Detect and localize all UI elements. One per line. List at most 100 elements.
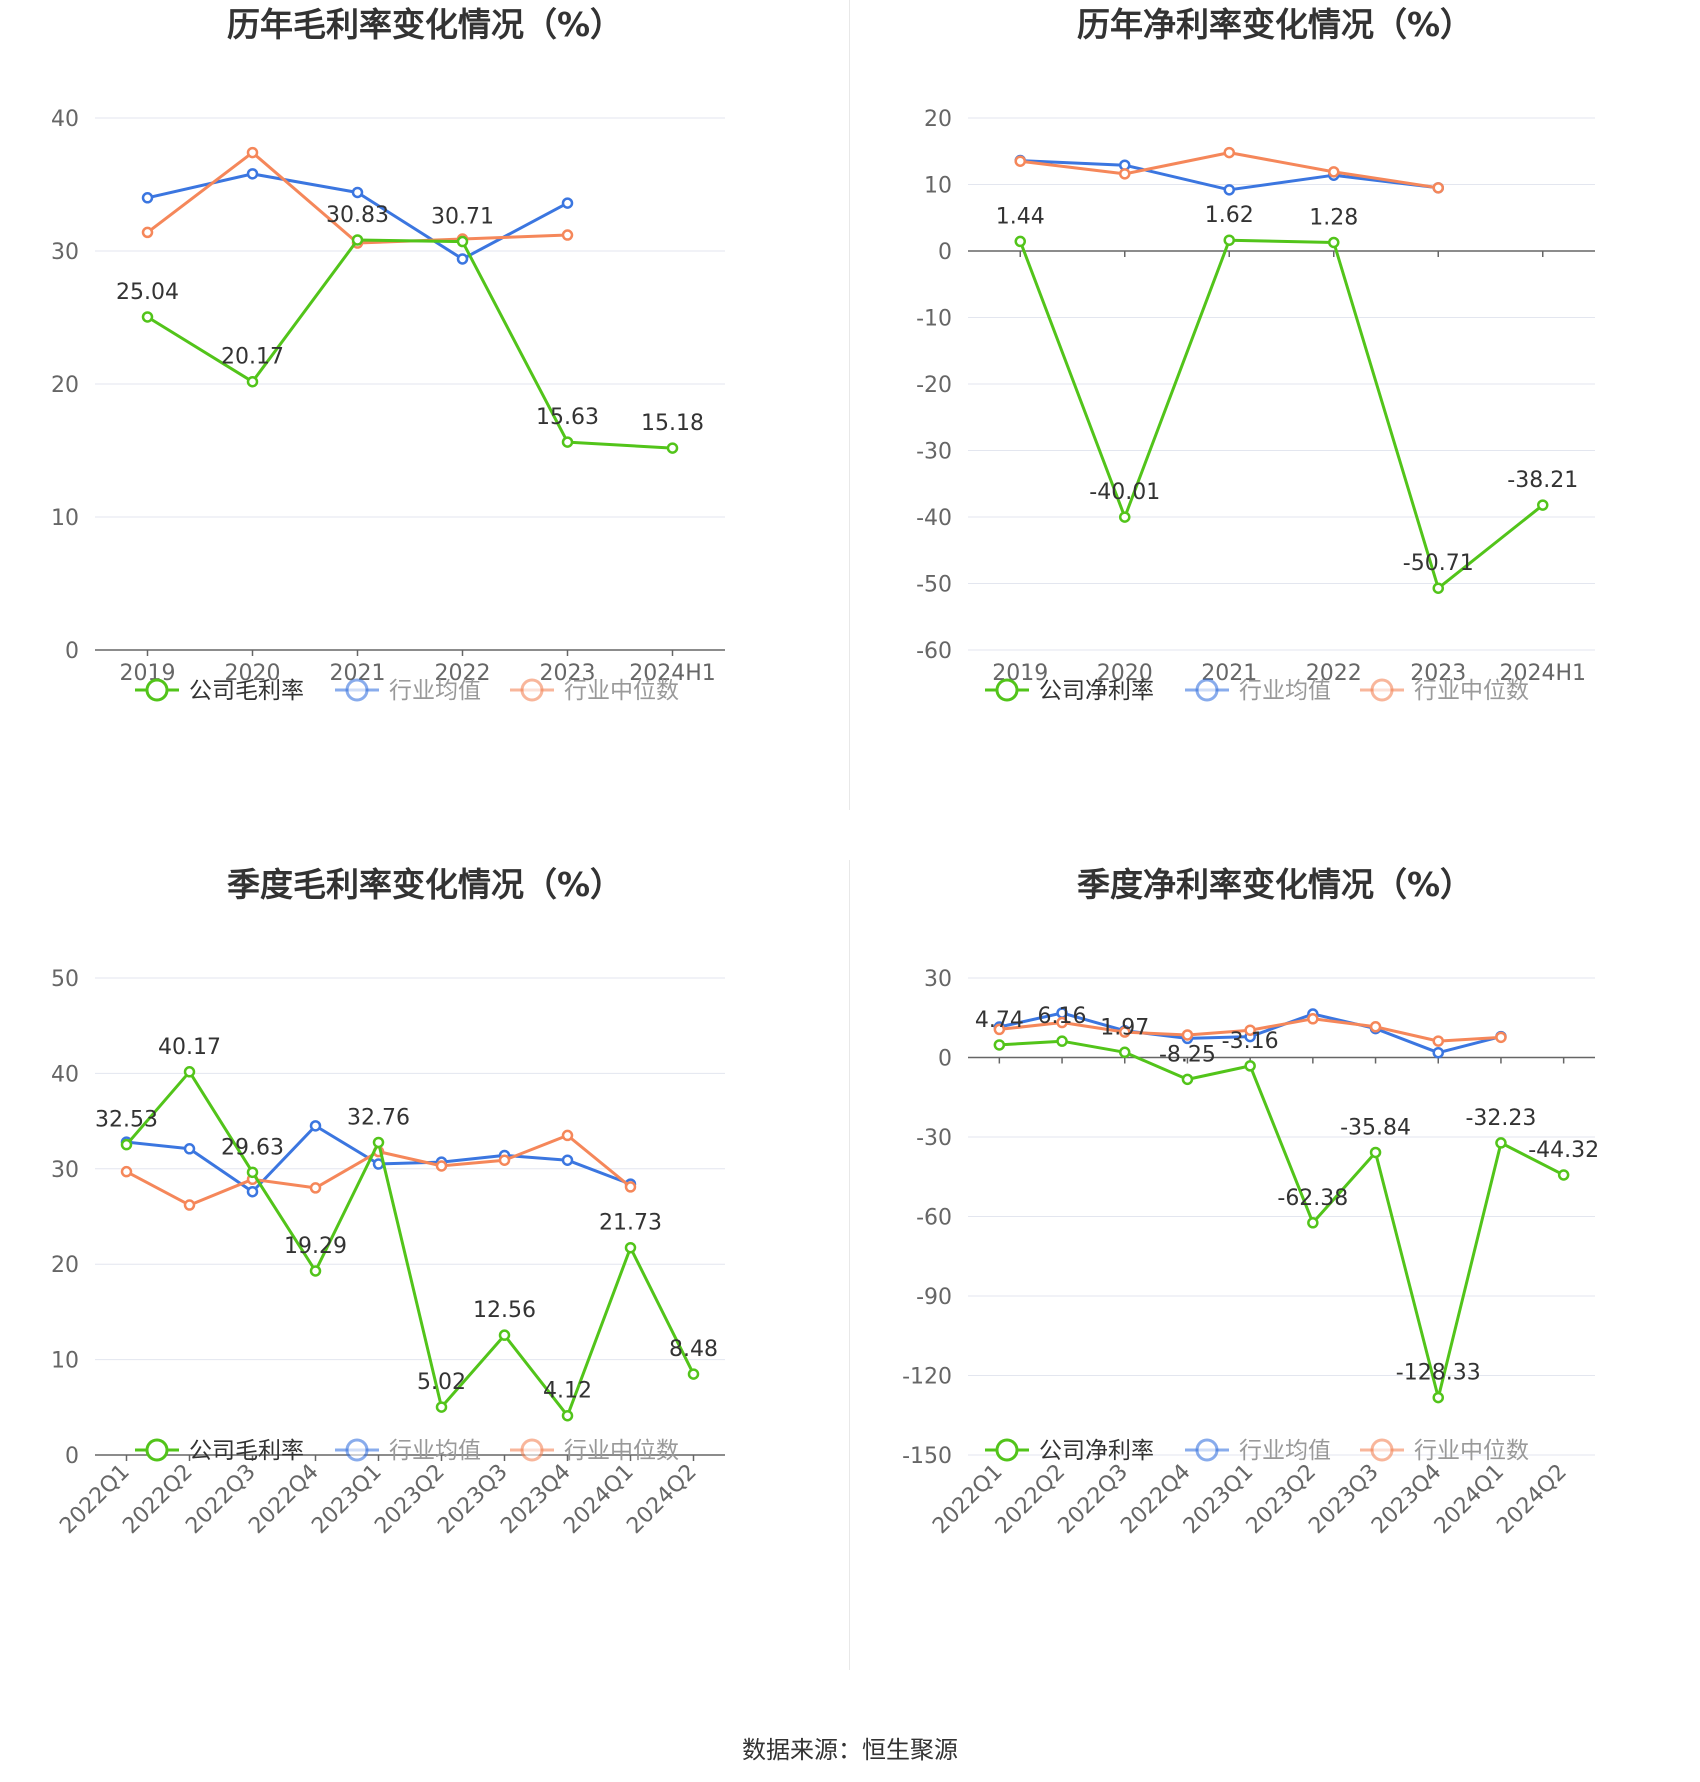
legend-marker	[1370, 1438, 1394, 1462]
data-point-company	[1432, 582, 1444, 594]
legend-label: 行业中位数	[564, 678, 679, 704]
legend-label: 公司毛利率	[189, 678, 304, 704]
data-point-median	[183, 1199, 196, 1211]
data-point-company	[1328, 236, 1340, 249]
legend-label: 行业中位数	[1414, 1438, 1529, 1464]
x-tick-label: 2023	[540, 661, 596, 686]
data-point-median	[1307, 1013, 1319, 1025]
data-label: 21.73	[599, 1211, 662, 1236]
y-tick-label: 20	[51, 373, 79, 398]
legend-marker	[520, 1438, 544, 1462]
data-label: -3.16	[1222, 1029, 1279, 1054]
data-label: 19.29	[284, 1234, 347, 1259]
y-tick-label: 20	[924, 107, 952, 132]
data-point-median	[120, 1165, 133, 1178]
data-label: -44.32	[1528, 1138, 1599, 1163]
data-point-median	[561, 229, 574, 241]
chart-title: 季度净利率变化情况（%）	[1077, 865, 1473, 904]
legend-marker	[145, 1438, 169, 1462]
data-point-median	[1495, 1031, 1507, 1044]
quarterly-net-margin-chart: 季度净利率变化情况（%）-150-120-90-60-300302022Q120…	[902, 865, 1599, 1539]
y-tick-label: 20	[51, 1253, 79, 1278]
y-tick-label: -150	[902, 1444, 952, 1469]
data-point-median	[1014, 155, 1026, 167]
x-tick-label: 2023	[1410, 661, 1466, 686]
x-tick-label: 2020	[225, 661, 281, 686]
data-label: 15.63	[536, 405, 599, 430]
data-label: 4.12	[543, 1379, 592, 1404]
y-tick-label: 10	[924, 174, 952, 199]
data-point-median	[1369, 1021, 1382, 1033]
data-point-median	[1432, 182, 1444, 194]
y-tick-label: -30	[916, 1126, 952, 1151]
data-point-company	[1537, 499, 1549, 511]
data-point-median	[498, 1154, 511, 1166]
y-tick-label: 50	[51, 967, 79, 992]
data-point-median	[993, 1023, 1006, 1036]
data-point-company	[1014, 235, 1026, 248]
x-tick-label: 2022	[435, 661, 491, 686]
data-label: 4.74	[975, 1008, 1024, 1033]
y-tick-label: 10	[51, 506, 79, 531]
y-tick-label: 40	[51, 1062, 79, 1087]
data-point-median	[1432, 1035, 1444, 1047]
data-point-company	[1557, 1169, 1570, 1181]
data-point-avg	[141, 192, 154, 204]
data-point-avg	[309, 1120, 322, 1132]
legend-label: 行业均值	[389, 678, 481, 704]
panel-divider-bottom	[849, 860, 850, 1670]
data-point-avg	[351, 186, 364, 199]
data-point-avg	[1223, 184, 1235, 196]
data-point-median	[1056, 1016, 1068, 1029]
data-label: -8.25	[1159, 1042, 1216, 1067]
data-point-company	[1244, 1060, 1256, 1072]
legend-label: 行业中位数	[1414, 678, 1529, 704]
data-point-company	[246, 1166, 259, 1179]
y-tick-label: -120	[902, 1365, 952, 1390]
data-point-median	[435, 1160, 448, 1172]
chart-title: 历年净利率变化情况（%）	[1077, 5, 1473, 44]
data-point-company	[183, 1066, 196, 1078]
y-tick-label: -60	[916, 639, 952, 664]
data-point-median	[1244, 1024, 1256, 1036]
data-point-company	[456, 235, 469, 248]
data-point-avg	[561, 197, 574, 209]
y-tick-label: 30	[51, 240, 79, 265]
data-point-company	[1495, 1137, 1507, 1149]
y-tick-label: -50	[916, 573, 952, 598]
quarterly-gross-margin-chart: 季度毛利率变化情况（%）010203040502022Q12022Q22022Q…	[51, 865, 725, 1539]
data-label: 30.83	[326, 203, 389, 228]
y-tick-label: 0	[938, 1047, 952, 1072]
y-tick-label: -90	[916, 1285, 952, 1310]
legend-label: 公司净利率	[1039, 678, 1154, 704]
data-point-median	[1119, 168, 1131, 180]
data-point-median	[1119, 1026, 1131, 1038]
data-point-company	[1432, 1391, 1444, 1404]
y-tick-label: -60	[916, 1206, 952, 1231]
legend-marker	[145, 678, 169, 702]
data-label: 40.17	[158, 1035, 221, 1060]
data-point-median	[1328, 166, 1340, 178]
legend-marker	[995, 1438, 1019, 1462]
data-label: -32.23	[1465, 1106, 1536, 1131]
data-point-company	[1307, 1217, 1319, 1229]
series-line-company	[146, 238, 673, 450]
x-tick-label: 2024H1	[629, 661, 716, 686]
data-label: 32.76	[347, 1105, 410, 1130]
legend-marker	[1195, 1438, 1219, 1462]
data-label: 29.63	[221, 1135, 284, 1160]
data-point-median	[1223, 146, 1235, 159]
data-point-avg	[246, 1185, 259, 1198]
data-label: 1.28	[1309, 205, 1358, 230]
y-tick-label: -10	[916, 307, 952, 332]
legend-marker	[345, 678, 369, 702]
legend-marker	[1195, 678, 1219, 702]
y-tick-label: 30	[51, 1158, 79, 1183]
data-point-company	[498, 1329, 511, 1341]
data-point-company	[141, 311, 154, 323]
data-point-median	[309, 1182, 322, 1194]
data-label: -38.21	[1507, 468, 1578, 493]
data-label: 1.44	[996, 204, 1045, 229]
data-point-company	[120, 1138, 133, 1151]
